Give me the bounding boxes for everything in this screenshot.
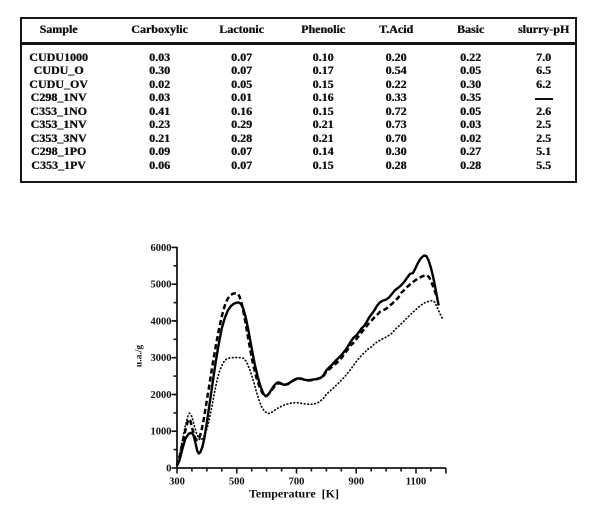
svg-text:6000: 6000 [151, 243, 172, 254]
svg-text:1000: 1000 [151, 427, 172, 438]
svg-text:0: 0 [166, 464, 171, 475]
svg-text:300: 300 [169, 477, 185, 488]
svg-text:2000: 2000 [151, 390, 172, 401]
svg-text:1100: 1100 [406, 477, 426, 488]
svg-text:5000: 5000 [151, 280, 172, 291]
svg-text:Temperature [K]: Temperature [K] [249, 487, 339, 501]
svg-text:u.a./g: u.a./g [135, 345, 145, 367]
svg-text:4000: 4000 [151, 316, 172, 327]
svg-text:3000: 3000 [151, 353, 172, 364]
svg-text:900: 900 [348, 477, 364, 488]
svg-text:500: 500 [229, 477, 245, 488]
svg-text:700: 700 [289, 477, 305, 488]
